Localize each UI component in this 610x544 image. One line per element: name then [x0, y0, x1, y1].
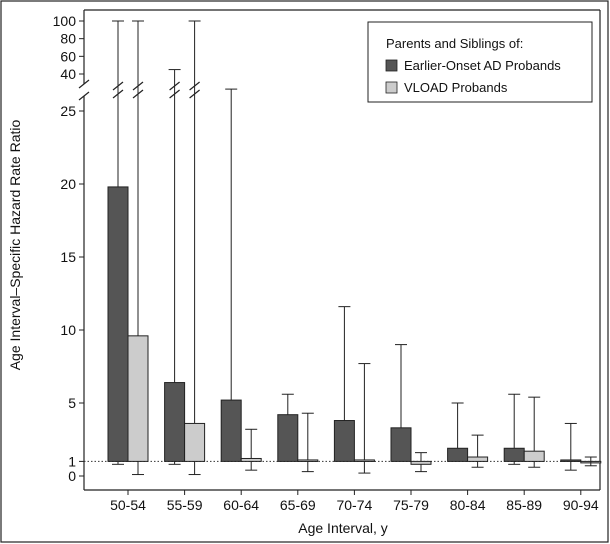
bar-earlier-onset	[447, 447, 469, 462]
y-axis-break-mark	[78, 79, 90, 89]
error-bar-break-mark	[132, 81, 144, 91]
x-tick-label: 70-74	[336, 497, 372, 513]
y-tick-label: 15	[60, 249, 76, 265]
x-tick-label: 90-94	[563, 497, 599, 513]
x-tick-label: 65-69	[280, 497, 316, 513]
legend-swatch-vload	[385, 81, 398, 94]
y-tick-label: 1	[68, 453, 76, 469]
bar-earlier-onset	[560, 459, 582, 462]
error-bar-break-mark	[112, 89, 124, 99]
bar-vload	[523, 450, 545, 462]
y-tick-label: 40	[60, 66, 76, 82]
y-tick-label: 10	[60, 322, 76, 338]
error-bar-break-mark	[169, 89, 180, 99]
error-bar-break-mark	[189, 81, 200, 91]
legend-box	[367, 21, 593, 103]
y-axis-break-mark	[78, 91, 90, 101]
x-tick-label: 55-59	[167, 497, 203, 513]
y-tick-label: 0	[68, 468, 76, 484]
y-axis-label: Age Interval–Specific Hazard Rate Ratio	[7, 120, 23, 371]
x-tick-label: 60-64	[223, 497, 259, 513]
error-bar-break-mark	[112, 81, 124, 91]
bar-vload	[467, 456, 489, 462]
x-tick-label: 80-84	[450, 497, 486, 513]
bar-vload	[410, 460, 432, 465]
x-axis-label: Age Interval, y	[298, 520, 388, 536]
y-tick-label: 100	[53, 13, 77, 29]
x-tick-label: 85-89	[506, 497, 542, 513]
legend-swatch-earlier-onset	[385, 59, 398, 72]
legend-label-earlier-onset: Earlier-Onset AD Probands	[404, 58, 561, 73]
bar-earlier-onset	[277, 414, 299, 462]
bar-vload	[353, 459, 375, 462]
error-bar-break-mark	[132, 89, 144, 99]
x-tick-label: 50-54	[110, 497, 146, 513]
y-tick-label: 60	[60, 48, 76, 64]
bar-earlier-onset	[107, 186, 129, 462]
y-tick-label: 80	[60, 31, 76, 47]
bar-vload	[297, 459, 319, 462]
legend-title: Parents and Siblings of:	[386, 36, 523, 51]
bar-earlier-onset	[333, 420, 355, 462]
bar-earlier-onset	[164, 382, 186, 462]
x-tick-label: 75-79	[393, 497, 429, 513]
y-tick-label: 20	[60, 176, 76, 192]
bar-earlier-onset	[220, 399, 242, 462]
error-bar-break-mark	[169, 81, 180, 91]
y-tick-label: 25	[60, 103, 76, 119]
legend: Parents and Siblings of: Earlier-Onset A…	[367, 21, 593, 103]
bar-vload	[127, 335, 149, 462]
error-bar-break-mark	[189, 89, 200, 99]
bar-earlier-onset	[503, 447, 525, 462]
y-tick-label: 5	[68, 395, 76, 411]
bar-vload	[184, 422, 206, 462]
bar-earlier-onset	[390, 427, 412, 462]
bar-vload	[240, 457, 262, 462]
legend-label-vload: VLOAD Probands	[404, 80, 508, 95]
